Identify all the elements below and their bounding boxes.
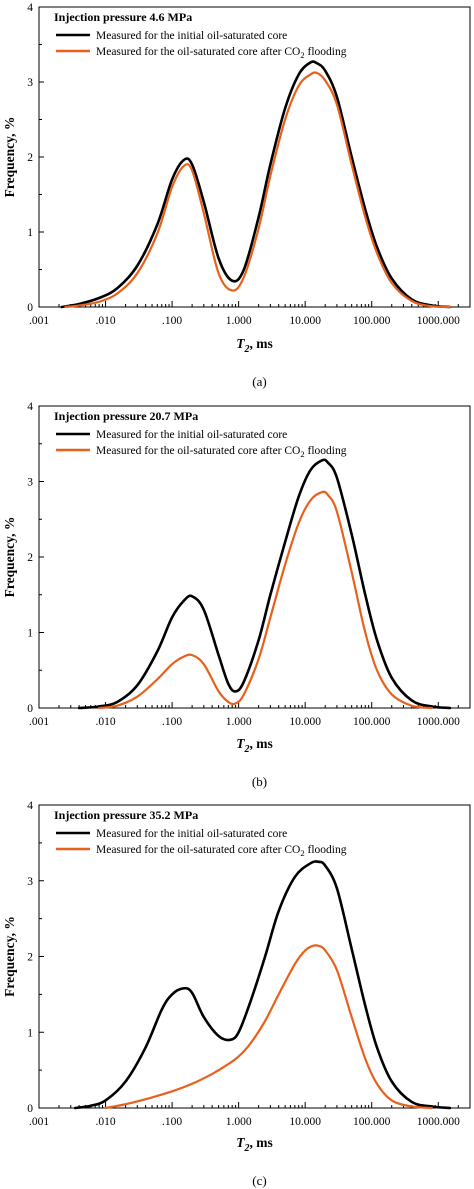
x-axis-label-symbol: T: [236, 336, 245, 351]
panel-caption: (a): [252, 374, 266, 389]
series-line-initial: [77, 458, 452, 710]
series-line-after-co2: [104, 944, 433, 1110]
x-tick-label: 1.000: [226, 1116, 252, 1128]
x-axis-label-unit: , ms: [250, 336, 273, 351]
x-tick-label: 100.000: [353, 315, 391, 327]
x-axis-label-symbol: T: [236, 1135, 245, 1150]
y-tick-label: 0: [27, 302, 33, 314]
legend: Injection pressure 4.6 MPa Measured for t…: [54, 10, 347, 60]
y-tick-label: 1: [27, 628, 33, 640]
x-tick-label: 10.000: [289, 716, 321, 728]
y-axis-label: Frequency, %: [2, 117, 17, 198]
legend-entry-label: Measured for the oil-saturated core afte…: [96, 46, 347, 60]
x-tick-label: .010: [95, 716, 115, 728]
y-axis-label: Frequency, %: [2, 517, 17, 598]
x-axis-label-symbol: T: [236, 736, 245, 751]
chart-panel-c: 0 1 2 3 4 .001 .010 .100 1.000 10.000 100.000 1000.…: [2, 800, 471, 1188]
x-tick-label: 1.000: [226, 315, 252, 327]
x-tick-label: .001: [29, 716, 49, 728]
panel-caption: (c): [252, 1173, 266, 1188]
y-tick-label: 1: [27, 227, 33, 239]
x-tick-label: 1000.000: [417, 315, 460, 327]
legend-entry-label: Measured for the initial oil-saturated c…: [96, 429, 287, 441]
chart-panel-a: 0 1 2 3 4 .001 .010 .100 1.000 10.000 100.000 1000.…: [2, 2, 471, 389]
y-tick-label: 4: [27, 2, 33, 14]
legend-title: Injection pressure 4.6 MPa: [54, 10, 192, 24]
chart-panel-b: 0 1 2 3 4 .001 .010 .100 1.000 10.000 100.000 1000.…: [2, 401, 471, 789]
x-axis-label-subscript: 2: [244, 344, 250, 355]
legend-entry-label: Measured for the initial oil-saturated c…: [96, 30, 287, 42]
x-tick-label: .001: [29, 315, 49, 327]
x-tick-label: 1.000: [226, 716, 252, 728]
legend-entry-label: Measured for the oil-saturated core afte…: [96, 844, 347, 858]
y-tick-label: 2: [27, 152, 33, 164]
legend-title: Injection pressure 35.2 MPa: [54, 808, 198, 822]
x-tick-label: 10.000: [289, 1116, 321, 1128]
legend-entry-label: Measured for the oil-saturated core afte…: [96, 445, 347, 459]
y-tick-label: 2: [27, 552, 33, 564]
x-axis-label-unit: , ms: [250, 1135, 273, 1150]
y-axis-label: Frequency, %: [2, 916, 17, 997]
x-tick-label: 100.000: [353, 716, 391, 728]
x-axis-label: T2, ms: [236, 336, 273, 355]
x-tick-label: 100.000: [353, 1116, 391, 1128]
x-tick-label: .100: [162, 716, 182, 728]
x-axis-label: T2, ms: [236, 736, 273, 755]
x-tick-label: .010: [95, 315, 115, 327]
y-tick-label: 3: [27, 477, 33, 489]
legend: Injection pressure 20.7 MPa Measured for …: [54, 409, 347, 459]
x-axis-label-unit: , ms: [250, 736, 273, 751]
x-tick-label: .010: [95, 1116, 115, 1128]
x-tick-label: .100: [162, 315, 182, 327]
x-axis-label-subscript: 2: [244, 744, 250, 755]
y-tick-label: 3: [27, 77, 33, 89]
y-tick-label: 1: [27, 1027, 33, 1039]
y-tick-label: 4: [27, 401, 33, 413]
y-tick-label: 4: [27, 800, 33, 812]
x-tick-label: .001: [29, 1116, 49, 1128]
x-axis-label-subscript: 2: [244, 1143, 250, 1154]
x-tick-label: .100: [162, 1116, 182, 1128]
x-axis-label: T2, ms: [236, 1135, 273, 1154]
legend-entry-label: Measured for the initial oil-saturated c…: [96, 828, 287, 840]
legend-title: Injection pressure 20.7 MPa: [54, 409, 198, 423]
legend: Injection pressure 35.2 MPa Measured for …: [54, 808, 347, 858]
y-tick-label: 3: [27, 876, 33, 888]
series-line-initial: [73, 860, 452, 1110]
y-tick-label: 2: [27, 952, 33, 964]
x-tick-label: 1000.000: [417, 716, 460, 728]
series-line-after-co2: [97, 490, 433, 710]
series-line-initial: [60, 60, 452, 309]
series-line-after-co2: [64, 71, 452, 309]
x-tick-label: 1000.000: [417, 1116, 460, 1128]
panel-caption: (b): [252, 774, 267, 789]
y-tick-label: 0: [27, 1103, 33, 1115]
x-tick-label: 10.000: [289, 315, 321, 327]
y-tick-label: 0: [27, 703, 33, 715]
